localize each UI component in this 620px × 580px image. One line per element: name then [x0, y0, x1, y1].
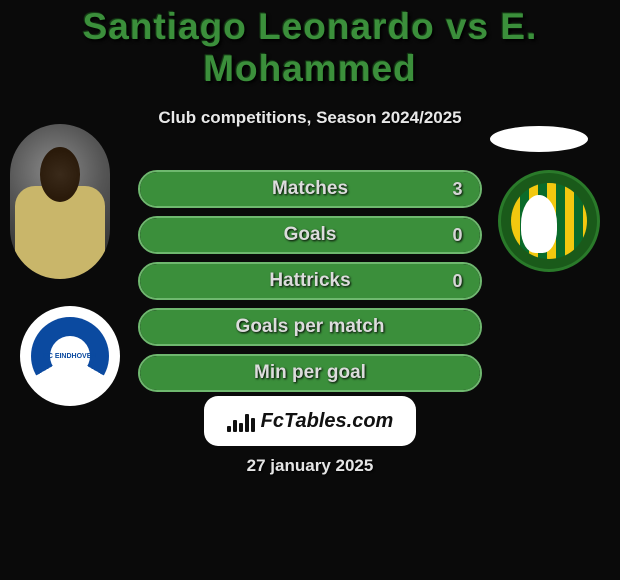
team-left-label: FC EINDHOVEN	[44, 353, 97, 360]
stat-pill: Goals 0	[138, 216, 482, 254]
stat-label: Min per goal	[185, 356, 435, 390]
brand-bold: Tables	[284, 410, 347, 432]
stat-row: Goals per match	[0, 310, 620, 344]
brand-pill: FcTables.com	[204, 396, 416, 446]
stat-pill: Hattricks 0	[138, 262, 482, 300]
stat-right-value: 0	[435, 218, 480, 252]
stat-label: Goals	[185, 218, 435, 252]
stat-left-value	[140, 264, 185, 298]
stat-left-value	[140, 356, 185, 390]
player-right-avatar	[490, 126, 588, 152]
stat-right-value: 3	[435, 172, 480, 206]
stat-right-value	[435, 356, 480, 390]
stat-row: Hattricks 0	[0, 264, 620, 298]
stat-label: Hattricks	[185, 264, 435, 298]
page-subtitle: Club competitions, Season 2024/2025	[0, 108, 620, 128]
stat-pill: Matches 3	[138, 170, 482, 208]
stat-label: Matches	[185, 172, 435, 206]
brand-text: FcTables.com	[261, 410, 394, 433]
stat-left-value	[140, 172, 185, 206]
footer-date: 27 january 2025	[0, 456, 620, 476]
stat-pill: Min per goal	[138, 354, 482, 392]
stat-row: Min per goal	[0, 356, 620, 390]
stat-pill: Goals per match	[138, 308, 482, 346]
stat-right-value: 0	[435, 264, 480, 298]
brand-suffix: .com	[347, 410, 394, 432]
comparison-card: Santiago Leonardo vs E. Mohammed Club co…	[0, 0, 620, 580]
brand-prefix: Fc	[261, 410, 284, 432]
page-title: Santiago Leonardo vs E. Mohammed	[0, 0, 620, 90]
stat-label: Goals per match	[185, 310, 435, 344]
stat-right-value	[435, 310, 480, 344]
stat-left-value	[140, 310, 185, 344]
stat-left-value	[140, 218, 185, 252]
brand-bars-icon	[227, 410, 255, 432]
